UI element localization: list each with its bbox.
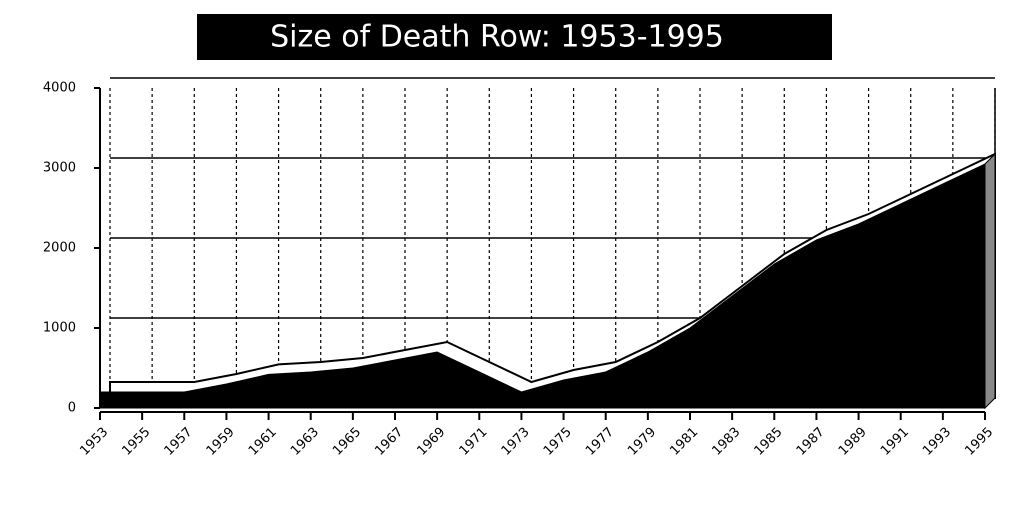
x-tick-label: 1961	[246, 425, 280, 459]
x-tick-label: 1985	[752, 425, 786, 459]
x-tick-label: 1965	[330, 425, 364, 459]
y-tick-label: 4000	[43, 81, 76, 96]
x-tick-label: 1979	[625, 425, 659, 459]
area	[99, 163, 986, 409]
x-tick-label: 1987	[794, 425, 828, 459]
x-tick-label: 1955	[119, 425, 153, 459]
x-tick-label: 1963	[288, 425, 322, 459]
x-tick-label: 1957	[162, 425, 196, 459]
x-tick-label: 1991	[878, 425, 912, 459]
area-side	[984, 152, 996, 410]
x-tick-label: 1967	[372, 425, 406, 459]
x-tick-label: 1953	[77, 425, 111, 459]
y-tick-label: 2000	[43, 241, 76, 256]
x-tick-label: 1973	[499, 425, 533, 459]
x-tick-label: 1971	[457, 425, 491, 459]
y-tick-label: 3000	[43, 161, 76, 176]
x-tick-label: 1993	[920, 425, 954, 459]
x-tick-label: 1969	[414, 425, 448, 459]
chart-title: Size of Death Row: 1953-1995	[270, 20, 724, 55]
x-tick-label: 1995	[962, 425, 996, 459]
x-tick-label: 1989	[836, 425, 870, 459]
y-tick-label: 1000	[43, 321, 76, 336]
x-tick-label: 1959	[204, 425, 238, 459]
x-tick-label: 1977	[583, 425, 617, 459]
x-tick-label: 1983	[709, 425, 743, 459]
x-tick-label: 1975	[541, 425, 575, 459]
title-box	[197, 14, 832, 60]
y-tick-label: 0	[68, 401, 76, 416]
x-tick-label: 1981	[667, 425, 701, 459]
